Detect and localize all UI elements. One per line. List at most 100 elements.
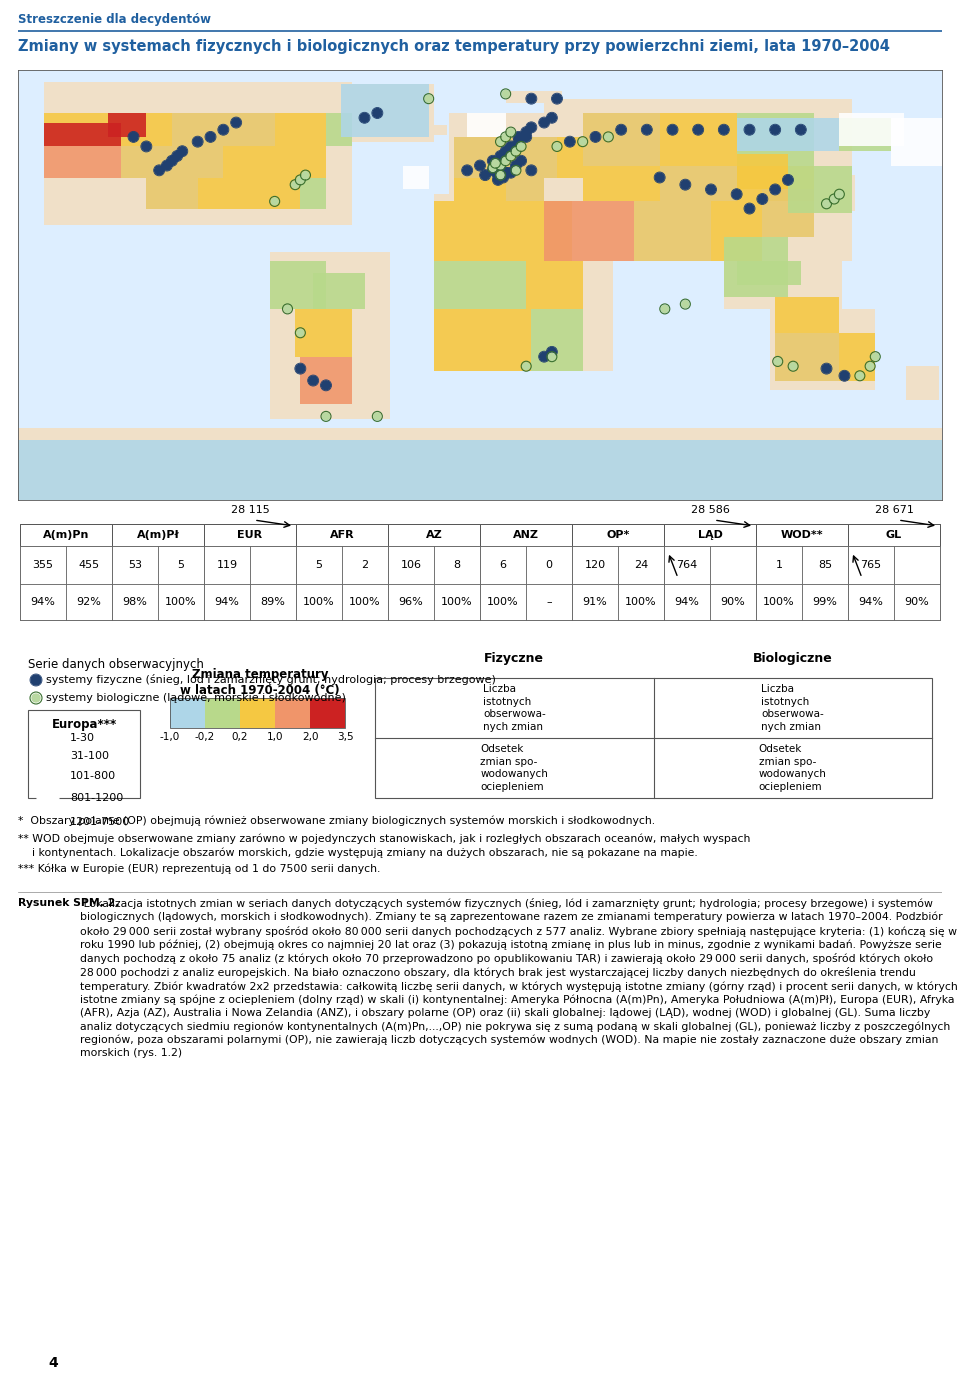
Text: Serie danych obserwacyjnych: Serie danych obserwacyjnych <box>28 658 204 671</box>
Bar <box>388 546 434 583</box>
Bar <box>434 261 526 308</box>
Text: Odsetek
zmian spo-
wodowanych
ociepleniem: Odsetek zmian spo- wodowanych ocieplenie… <box>480 744 548 791</box>
Bar <box>170 698 205 728</box>
Circle shape <box>642 125 651 135</box>
Text: 94%: 94% <box>675 597 700 607</box>
Text: 5: 5 <box>316 560 323 570</box>
Text: 94%: 94% <box>31 597 56 607</box>
Text: Rysunek SPM. 2.: Rysunek SPM. 2. <box>18 899 120 908</box>
Bar <box>848 524 940 546</box>
Bar <box>66 583 112 621</box>
Circle shape <box>745 204 754 213</box>
Bar <box>158 583 204 621</box>
Bar <box>275 698 310 728</box>
Bar <box>736 113 814 165</box>
Text: 98%: 98% <box>123 597 148 607</box>
Circle shape <box>661 305 668 312</box>
Bar <box>634 201 711 261</box>
Circle shape <box>757 194 767 204</box>
Bar <box>112 524 204 546</box>
Bar <box>18 428 942 499</box>
Text: 101-800: 101-800 <box>70 771 116 782</box>
Circle shape <box>527 166 536 175</box>
Bar <box>770 308 876 391</box>
Circle shape <box>497 162 504 169</box>
Circle shape <box>297 176 303 183</box>
Circle shape <box>206 132 215 142</box>
Bar <box>618 583 664 621</box>
Circle shape <box>514 138 523 146</box>
Bar <box>531 308 583 372</box>
Bar <box>28 710 140 798</box>
Text: *** Kółka w Europie (EUR) reprezentują od 1 do 7500 serii danych.: *** Kółka w Europie (EUR) reprezentują o… <box>18 864 380 875</box>
Bar <box>894 546 940 583</box>
Text: AZ: AZ <box>425 530 443 539</box>
Text: 89%: 89% <box>260 597 285 607</box>
Bar <box>544 201 634 261</box>
Bar <box>108 113 146 136</box>
Text: 455: 455 <box>79 560 100 570</box>
Text: –: – <box>546 597 552 607</box>
Bar <box>172 146 224 178</box>
Circle shape <box>32 694 40 702</box>
Circle shape <box>142 142 151 151</box>
Bar <box>839 333 876 381</box>
Text: -0,2: -0,2 <box>195 732 215 742</box>
Text: 28 586: 28 586 <box>690 505 730 515</box>
Bar <box>724 233 842 308</box>
Bar <box>506 201 572 261</box>
Circle shape <box>492 160 499 166</box>
Circle shape <box>490 165 496 172</box>
Bar <box>20 524 112 546</box>
Bar <box>112 583 158 621</box>
Circle shape <box>496 168 505 178</box>
Circle shape <box>783 175 793 184</box>
Circle shape <box>506 168 516 178</box>
Text: 6: 6 <box>499 560 507 570</box>
Circle shape <box>498 173 508 182</box>
Circle shape <box>513 166 519 173</box>
Circle shape <box>553 94 562 103</box>
Circle shape <box>489 157 497 165</box>
Circle shape <box>514 132 523 142</box>
Bar <box>310 698 345 728</box>
Circle shape <box>271 198 278 205</box>
Bar <box>18 440 942 499</box>
Text: 100%: 100% <box>349 597 381 607</box>
Circle shape <box>682 300 689 308</box>
Text: 96%: 96% <box>398 597 423 607</box>
Text: Europa***: Europa*** <box>52 718 116 731</box>
Circle shape <box>502 157 509 164</box>
Bar <box>43 122 121 146</box>
Bar <box>480 524 572 621</box>
Text: Streszczenie dla decydentów: Streszczenie dla decydentów <box>18 12 211 26</box>
Circle shape <box>554 143 561 150</box>
Text: Zmiany w systemach fizycznych i biologicznych oraz temperatury przy powierzchni : Zmiany w systemach fizycznych i biologic… <box>18 40 890 54</box>
Bar <box>403 165 429 190</box>
Bar <box>434 546 480 583</box>
Circle shape <box>548 354 556 361</box>
Circle shape <box>840 372 849 380</box>
Bar <box>736 154 788 190</box>
Bar <box>724 237 788 297</box>
Circle shape <box>774 358 781 365</box>
Circle shape <box>219 125 228 135</box>
Bar <box>172 113 224 146</box>
Text: 2,0: 2,0 <box>301 732 319 742</box>
Text: Liczba
istotnych
obserwowa-
nych zmian: Liczba istotnych obserwowa- nych zmian <box>483 684 545 732</box>
Circle shape <box>31 676 41 685</box>
Text: 100%: 100% <box>303 597 335 607</box>
Bar <box>468 113 506 136</box>
Circle shape <box>360 113 369 122</box>
Bar <box>480 583 526 621</box>
Bar <box>20 583 66 621</box>
Text: GL: GL <box>886 530 902 539</box>
Circle shape <box>302 172 309 179</box>
Bar <box>313 272 365 308</box>
Bar <box>848 546 894 583</box>
Text: 801-1200: 801-1200 <box>70 793 123 804</box>
Bar <box>388 524 480 546</box>
Bar <box>204 524 296 621</box>
Bar <box>756 546 802 583</box>
Bar <box>434 201 506 261</box>
